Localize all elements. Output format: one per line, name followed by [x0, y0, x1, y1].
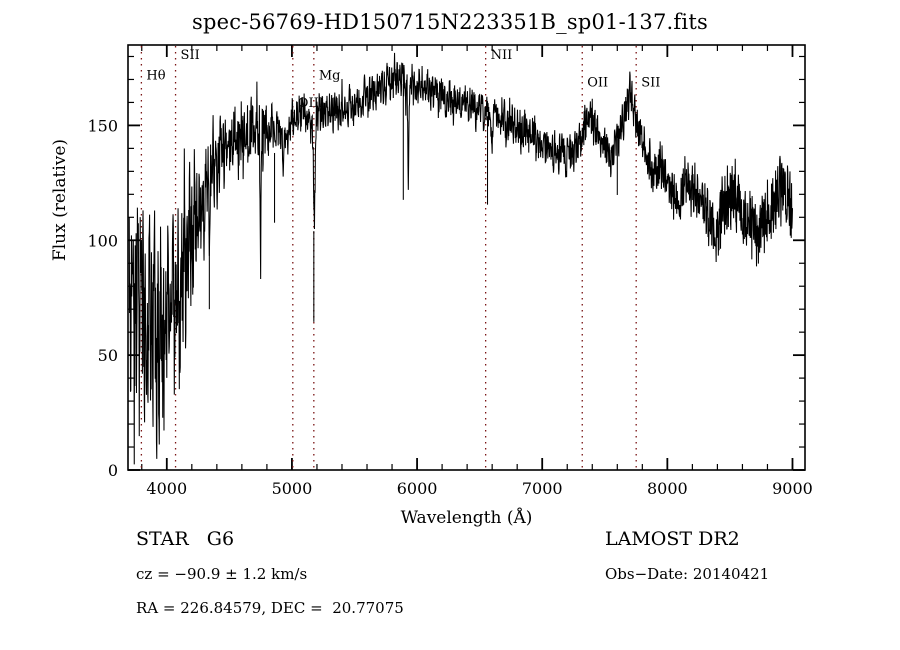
- x-tick-label: 9000: [772, 479, 813, 498]
- x-tick-label: 5000: [272, 479, 313, 498]
- y-tick-label: 100: [87, 231, 118, 250]
- spectrum-trace: [128, 52, 794, 465]
- footer-left-column: STAR G6 cz = −90.9 ± 1.2 km/s RA = 226.8…: [136, 530, 404, 635]
- axis-ticks: [128, 45, 805, 471]
- survey-label: LAMOST DR2: [605, 528, 740, 550]
- spectral-line-label: Hθ: [146, 68, 165, 83]
- x-tick-label: 4000: [146, 479, 187, 498]
- page-title: spec-56769-HD150715N223351B_sp01-137.fit…: [192, 10, 708, 34]
- spectral-line-label: NII: [491, 48, 513, 63]
- coordinates-label: RA = 226.84579, DEC = 20.77075: [136, 599, 404, 617]
- x-tick-label: 8000: [647, 479, 688, 498]
- plot-frame: [127, 44, 806, 471]
- y-tick-label: 50: [98, 346, 118, 365]
- x-tick-label: 7000: [522, 479, 563, 498]
- redshift-velocity-label: cz = −90.9 ± 1.2 km/s: [136, 565, 308, 583]
- spectral-line-label: OII: [587, 75, 608, 90]
- x-tick-label: 6000: [397, 479, 438, 498]
- obs-date-label: Obs−Date: 20140421: [605, 565, 770, 583]
- y-tick-label: 0: [108, 461, 118, 480]
- footer-right-column: LAMOST DR2 Obs−Date: 20140421: [605, 530, 769, 601]
- spectral-line-label: Mg: [319, 68, 341, 83]
- y-axis-title: Flux (relative): [50, 138, 70, 262]
- metadata-footer: STAR G6 cz = −90.9 ± 1.2 km/s RA = 226.8…: [0, 530, 900, 650]
- spectrum-trace-group: [128, 52, 794, 465]
- y-tick-label: 150: [87, 116, 118, 135]
- spectral-line-label: SII: [641, 75, 660, 90]
- star-type-label: STAR G6: [136, 528, 235, 550]
- x-axis-title: Wavelength (Å): [400, 508, 533, 528]
- spectral-line-label: SII: [181, 48, 200, 63]
